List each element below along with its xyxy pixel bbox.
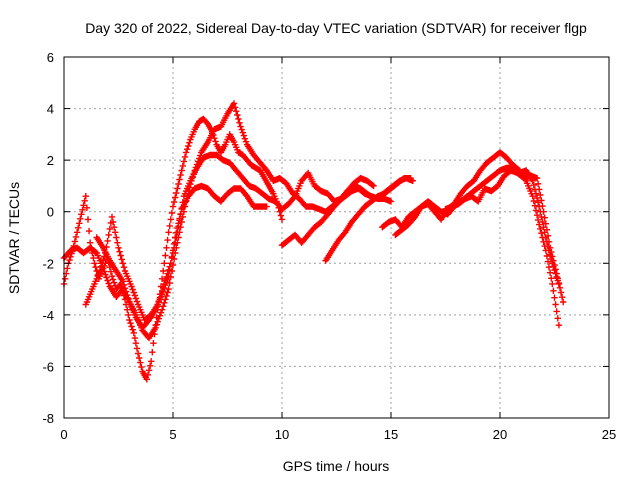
y-tick-label: 0 xyxy=(47,205,54,220)
x-tick-label: 25 xyxy=(602,427,616,442)
plus-markers xyxy=(442,167,567,306)
data-points xyxy=(60,100,567,383)
y-tick-label: 2 xyxy=(47,153,54,168)
tick-labels: 0 5 10 15 20 25 -8 -6 -4 -2 0 2 4 6 xyxy=(42,50,616,442)
x-tick-label: 10 xyxy=(275,427,289,442)
plus-markers xyxy=(278,175,377,249)
series-track-8 xyxy=(392,164,563,288)
y-tick-label: 4 xyxy=(47,102,54,117)
y-tick-label: -4 xyxy=(42,308,54,323)
y-axis-label: SDTVAR / TECUs xyxy=(6,182,22,294)
y-tick-label: -2 xyxy=(42,256,54,271)
chart-title: Day 320 of 2022, Sidereal Day-to-day VTE… xyxy=(85,20,587,36)
grid-lines xyxy=(64,57,609,418)
y-tick-label: 6 xyxy=(47,50,54,65)
series-track-5 xyxy=(278,175,377,249)
x-tick-label: 5 xyxy=(169,427,176,442)
plus-markers xyxy=(93,182,270,331)
y-tick-label: -6 xyxy=(42,359,54,374)
plus-markers xyxy=(392,164,563,288)
series-track-4 xyxy=(93,182,270,331)
y-tick-label: -8 xyxy=(42,411,54,426)
plot-frame xyxy=(63,56,610,419)
x-tick-label: 0 xyxy=(60,427,67,442)
x-tick-label: 20 xyxy=(493,427,507,442)
x-tick-label: 15 xyxy=(384,427,398,442)
x-axis-label: GPS time / hours xyxy=(283,458,390,474)
series-track-6 xyxy=(322,175,414,264)
plus-markers xyxy=(322,175,414,264)
series-track-9 xyxy=(442,167,567,306)
axis-ticks xyxy=(63,56,610,419)
